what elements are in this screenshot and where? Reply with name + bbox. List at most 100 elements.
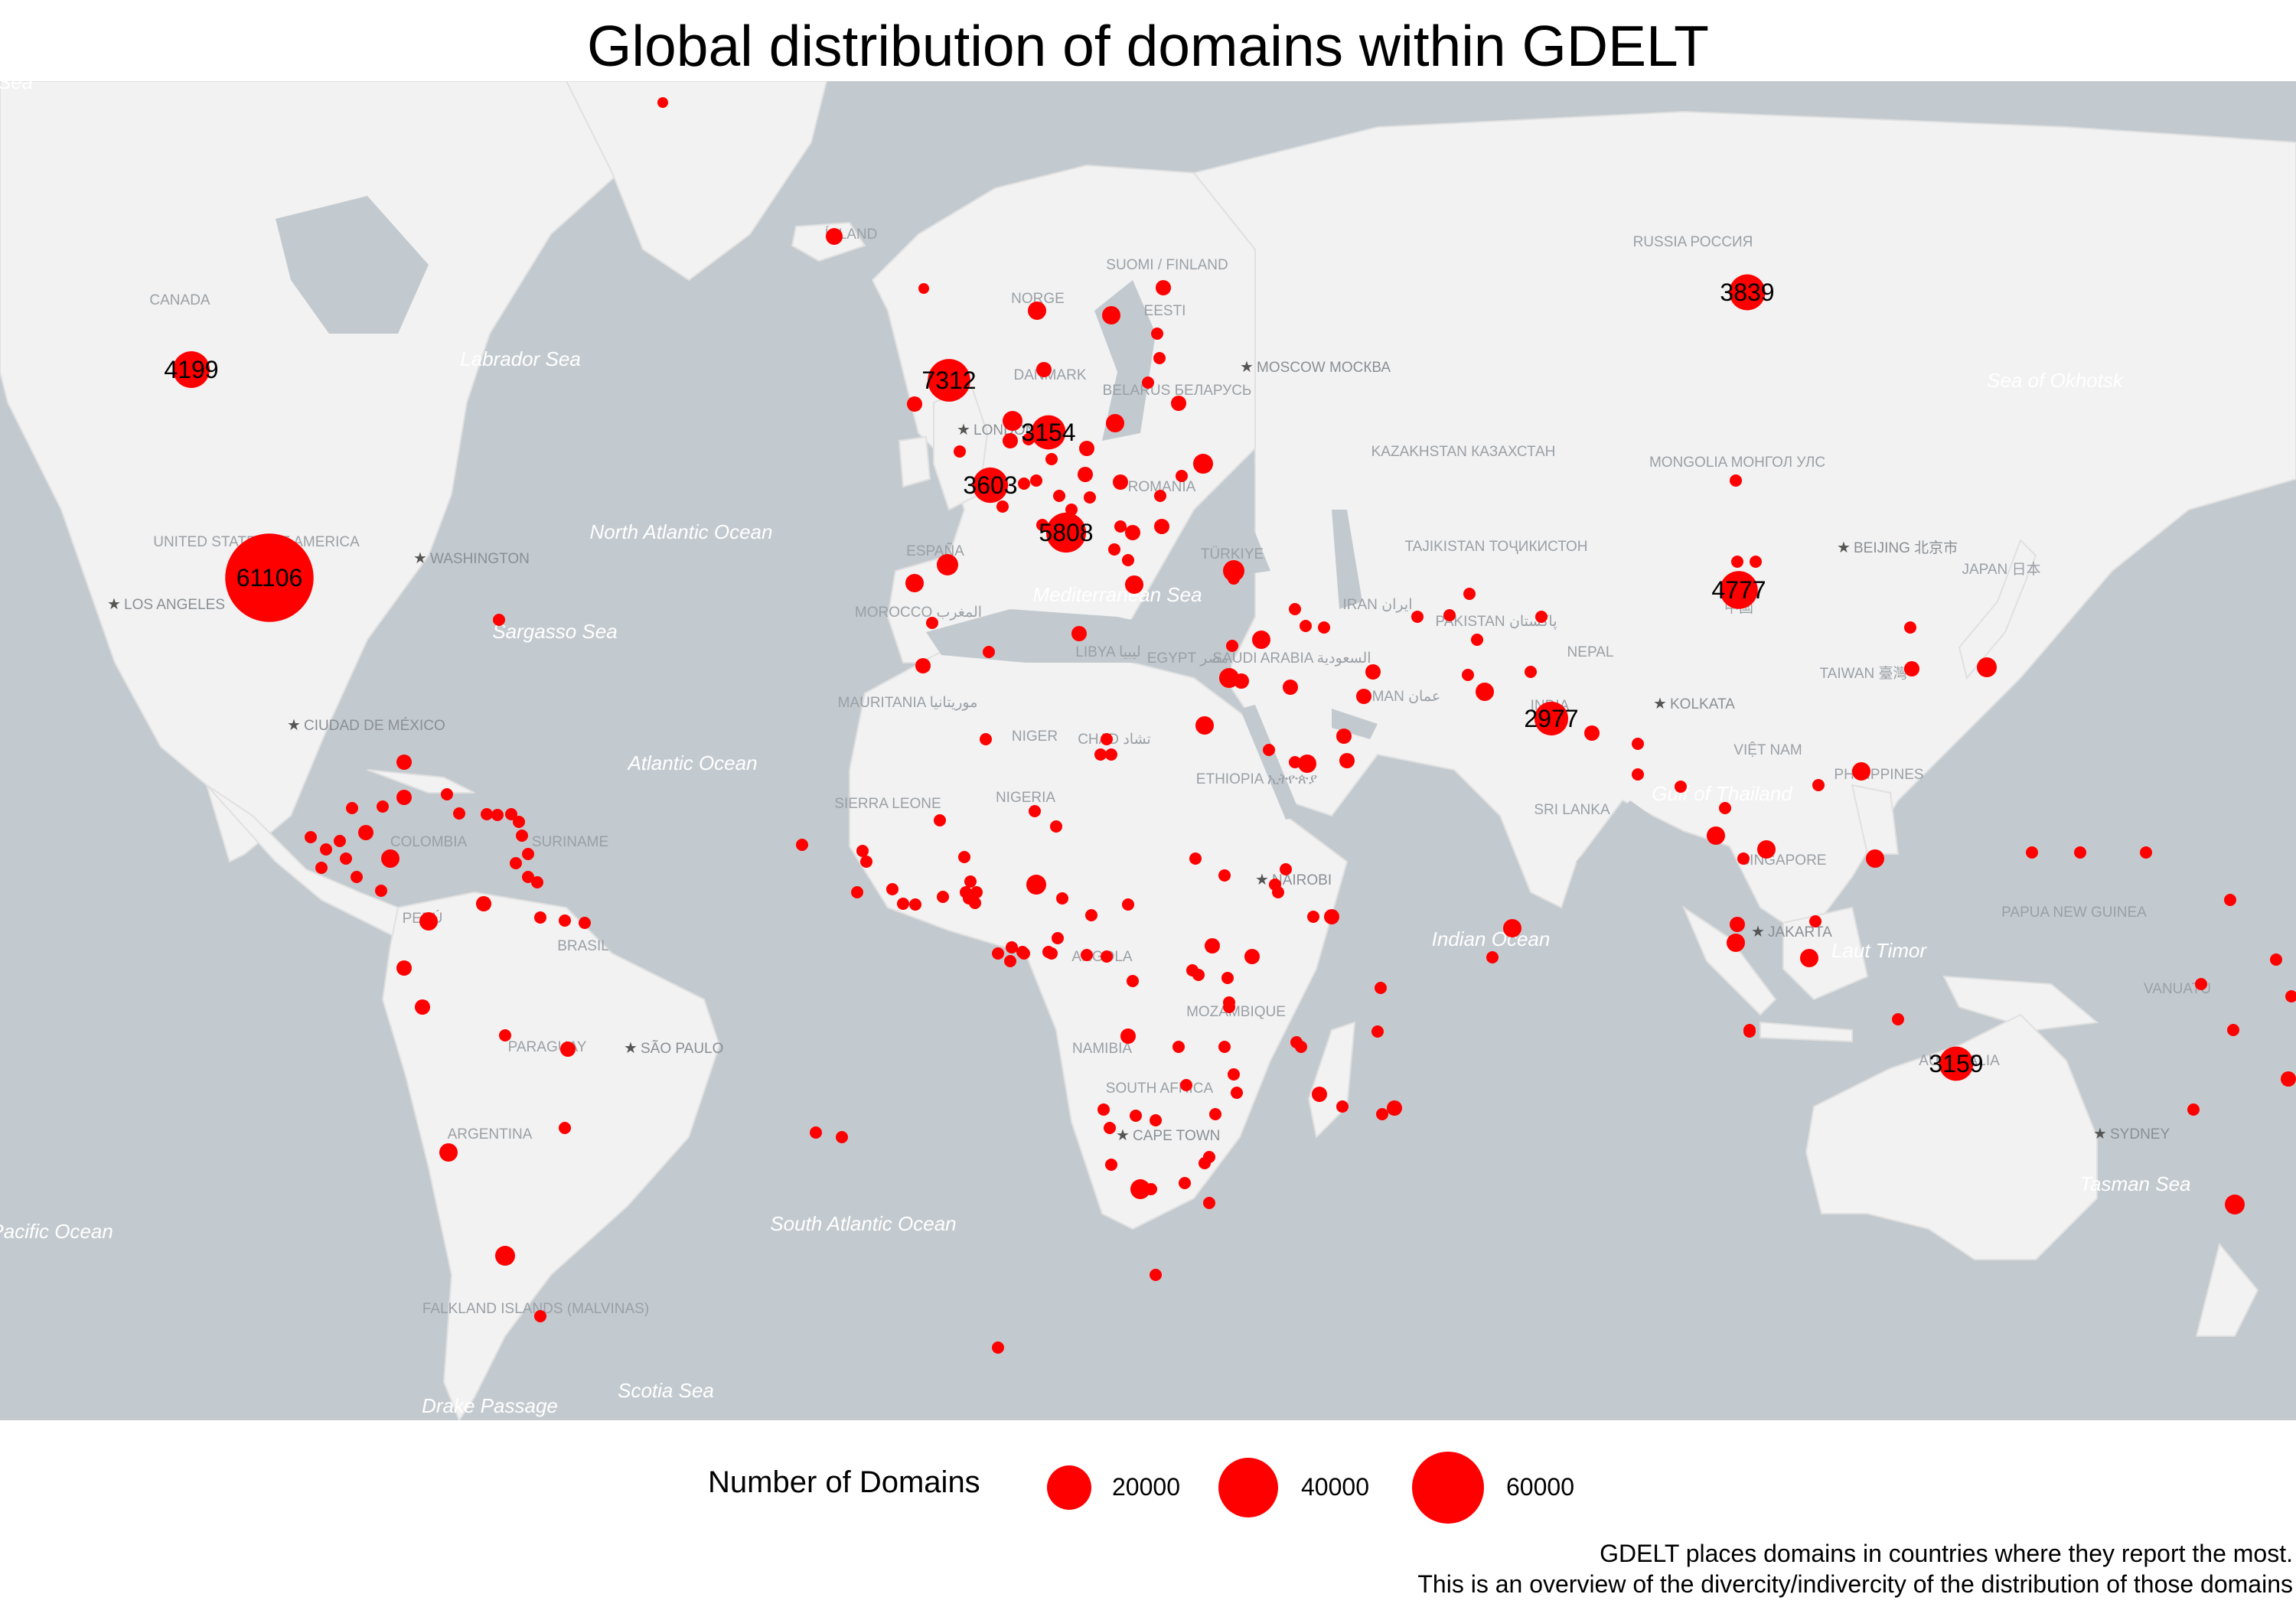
country-marker[interactable] <box>1289 603 1301 615</box>
country-marker[interactable] <box>1757 840 1776 859</box>
country-marker[interactable] <box>1339 753 1355 768</box>
country-marker[interactable] <box>1150 1114 1162 1126</box>
country-marker[interactable] <box>1365 664 1381 680</box>
country-marker[interactable] <box>1730 474 1742 487</box>
country-marker[interactable] <box>937 554 958 575</box>
country-marker[interactable] <box>810 1126 822 1139</box>
country-marker[interactable] <box>1171 396 1186 411</box>
country-marker[interactable] <box>1584 725 1600 741</box>
country-marker[interactable] <box>2026 846 2038 859</box>
country-marker[interactable] <box>1130 1179 1150 1199</box>
country-marker[interactable] <box>375 885 387 897</box>
country-marker[interactable] <box>897 898 909 910</box>
country-marker[interactable] <box>505 808 517 820</box>
country-marker[interactable] <box>1180 1079 1192 1091</box>
country-marker[interactable] <box>1387 1100 1402 1116</box>
country-marker[interactable] <box>981 481 993 493</box>
country-marker[interactable] <box>983 646 995 658</box>
country-marker[interactable] <box>926 617 938 629</box>
country-marker[interactable] <box>1053 490 1065 502</box>
country-marker-labeled[interactable] <box>173 351 210 388</box>
country-marker[interactable] <box>1101 733 1113 745</box>
country-marker[interactable] <box>1209 1108 1221 1120</box>
country-marker[interactable] <box>340 852 352 865</box>
country-marker[interactable] <box>1809 915 1821 927</box>
country-marker[interactable] <box>1295 1041 1307 1053</box>
country-marker[interactable] <box>1022 433 1035 445</box>
world-map[interactable]: Labrador Sea North Atlantic Ocean Sargasso… <box>0 81 2296 1420</box>
country-marker[interactable] <box>1750 556 1762 568</box>
country-marker[interactable] <box>1471 634 1483 646</box>
country-marker[interactable] <box>522 871 534 883</box>
country-marker[interactable] <box>1003 411 1022 431</box>
country-marker[interactable] <box>499 1029 511 1041</box>
country-marker[interactable] <box>954 445 966 458</box>
country-marker[interactable] <box>1154 519 1169 534</box>
country-marker[interactable] <box>1156 280 1171 295</box>
country-marker[interactable] <box>559 914 571 927</box>
country-marker[interactable] <box>1097 1103 1110 1116</box>
country-marker[interactable] <box>1045 947 1058 960</box>
country-marker[interactable] <box>1052 932 1064 944</box>
country-marker[interactable] <box>381 849 400 868</box>
country-marker[interactable] <box>1081 949 1093 961</box>
country-marker[interactable] <box>1675 781 1687 793</box>
country-marker[interactable] <box>2074 846 2086 859</box>
country-marker-labeled[interactable] <box>1031 415 1066 450</box>
country-marker[interactable] <box>1189 852 1202 865</box>
country-marker[interactable] <box>1105 748 1117 761</box>
country-marker[interactable] <box>1036 362 1052 377</box>
country-marker[interactable] <box>1150 1269 1162 1281</box>
country-marker-labeled[interactable] <box>225 533 314 622</box>
country-marker[interactable] <box>958 851 970 863</box>
country-marker-labeled[interactable] <box>928 359 970 402</box>
country-marker[interactable] <box>1318 621 1330 634</box>
country-marker[interactable] <box>1486 951 1499 963</box>
country-marker[interactable] <box>964 875 977 888</box>
country-marker[interactable] <box>907 396 922 412</box>
country-marker[interactable] <box>1193 454 1213 474</box>
country-marker-labeled[interactable] <box>1045 512 1087 553</box>
country-marker[interactable] <box>358 825 373 840</box>
country-marker[interactable] <box>1812 779 1825 791</box>
country-marker[interactable] <box>1079 441 1094 456</box>
country-marker[interactable] <box>1172 1041 1185 1053</box>
country-marker[interactable] <box>1376 1108 1388 1120</box>
country-marker[interactable] <box>1371 1025 1384 1038</box>
country-marker[interactable] <box>1356 689 1371 704</box>
country-marker[interactable] <box>1122 554 1134 566</box>
country-marker[interactable] <box>886 883 899 895</box>
country-marker[interactable] <box>1462 669 1474 681</box>
country-marker[interactable] <box>1223 996 1235 1009</box>
country-marker[interactable] <box>1104 1122 1116 1134</box>
country-marker[interactable] <box>1154 490 1166 502</box>
country-marker[interactable] <box>1142 376 1154 389</box>
country-marker[interactable] <box>1026 875 1046 895</box>
country-marker[interactable] <box>860 856 872 868</box>
country-marker[interactable] <box>992 1341 1004 1354</box>
country-marker[interactable] <box>1336 729 1352 744</box>
country-marker[interactable] <box>396 960 412 976</box>
country-marker[interactable] <box>1120 1028 1136 1044</box>
country-marker[interactable] <box>1525 666 1537 678</box>
country-marker[interactable] <box>491 809 504 821</box>
country-marker[interactable] <box>2285 990 2296 1002</box>
country-marker[interactable] <box>996 500 1009 513</box>
country-marker[interactable] <box>1192 969 1205 981</box>
country-marker[interactable] <box>909 898 921 911</box>
country-marker[interactable] <box>481 808 493 820</box>
country-marker[interactable] <box>1084 491 1096 504</box>
country-marker[interactable] <box>396 755 412 770</box>
country-marker[interactable] <box>2281 1071 2296 1087</box>
country-marker[interactable] <box>1234 673 1249 689</box>
country-marker[interactable] <box>992 947 1004 960</box>
country-marker[interactable] <box>1003 433 1018 448</box>
country-marker-labeled[interactable] <box>1720 571 1758 609</box>
country-marker[interactable] <box>1218 1041 1231 1053</box>
country-marker[interactable] <box>1029 805 1041 817</box>
country-marker[interactable] <box>1127 975 1139 987</box>
country-marker[interactable] <box>377 800 389 813</box>
country-marker[interactable] <box>1221 972 1234 984</box>
country-marker[interactable] <box>1298 755 1316 773</box>
country-marker[interactable] <box>1102 306 1120 324</box>
